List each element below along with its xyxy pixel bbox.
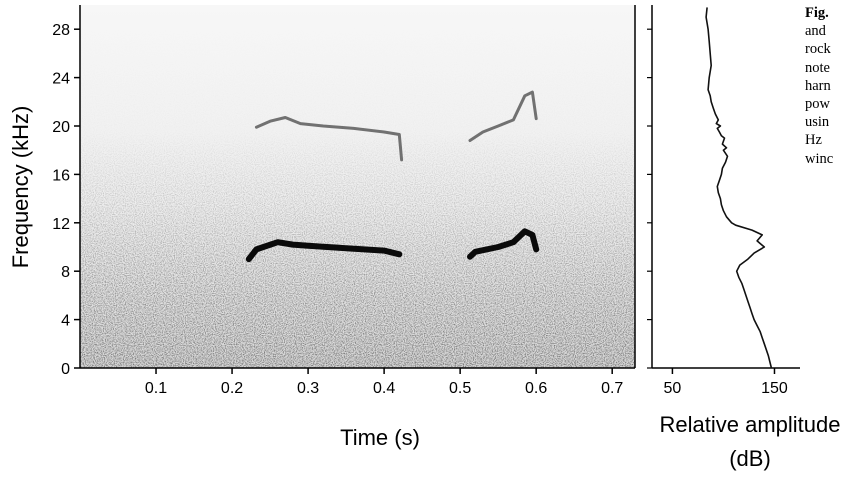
power-spectrum-panel: 50 150 Relative amplitude (dB) <box>647 5 840 471</box>
spectrum-x-tick-label: 50 <box>664 380 682 397</box>
y-tick-label: 0 <box>61 361 70 378</box>
caption-line: and <box>805 23 826 40</box>
spectrum-series-line <box>705 7 773 369</box>
y-tick-label: 24 <box>52 71 70 88</box>
caption-line: harn <box>805 77 831 94</box>
y-tick-label: 4 <box>61 313 70 330</box>
harmonic-trace <box>254 116 404 162</box>
spectrum-x-tick-label: 150 <box>761 380 788 397</box>
x-tick-label: 0.7 <box>601 380 623 397</box>
caption-line: winc <box>805 150 834 167</box>
x-tick-label: 0.2 <box>221 380 243 397</box>
caption-line: Hz <box>805 132 822 149</box>
spectrogram-y-ticks: 0 4 8 12 16 20 24 28 <box>52 22 80 378</box>
caption-line: usin <box>805 114 830 131</box>
spectrogram-panel: 0 4 8 12 16 20 24 28 0.1 0.2 0.3 0.4 0.5 0.6 0.7 Time… <box>8 5 636 450</box>
fundamental-trace <box>245 239 403 263</box>
figure-caption: Fig. and rock note harn pow usin Hz winc <box>805 4 859 168</box>
y-tick-label: 8 <box>61 264 70 281</box>
x-tick-label: 0.6 <box>525 380 547 397</box>
x-tick-label: 0.3 <box>297 380 319 397</box>
spectrogram-x-ticks: 0.1 0.2 0.3 0.4 0.5 0.6 0.7 <box>145 368 623 397</box>
y-axis-title: Frequency (kHz) <box>8 106 33 269</box>
y-tick-label: 28 <box>52 22 70 39</box>
spectrum-x-axis-title-line1: Relative amplitude <box>660 412 841 437</box>
spectrogram-notes <box>245 90 540 263</box>
spectrum-x-ticks: 50 150 <box>647 28 788 397</box>
harmonic-trace <box>468 90 538 142</box>
caption-line: rock <box>805 41 831 58</box>
x-tick-label: 0.1 <box>145 380 167 397</box>
fundamental-trace <box>467 228 540 260</box>
x-axis-title: Time (s) <box>340 425 420 450</box>
caption-line: note <box>805 59 830 76</box>
caption-line: pow <box>805 96 830 113</box>
spectrum-x-axis-title-line2: (dB) <box>729 446 771 471</box>
spectrogram-noise <box>80 5 635 368</box>
caption-line: Fig. <box>805 5 829 21</box>
x-tick-label: 0.4 <box>373 380 395 397</box>
y-tick-label: 20 <box>52 119 70 136</box>
y-tick-label: 16 <box>52 167 70 184</box>
y-tick-label: 12 <box>52 216 70 233</box>
x-tick-label: 0.5 <box>449 380 471 397</box>
